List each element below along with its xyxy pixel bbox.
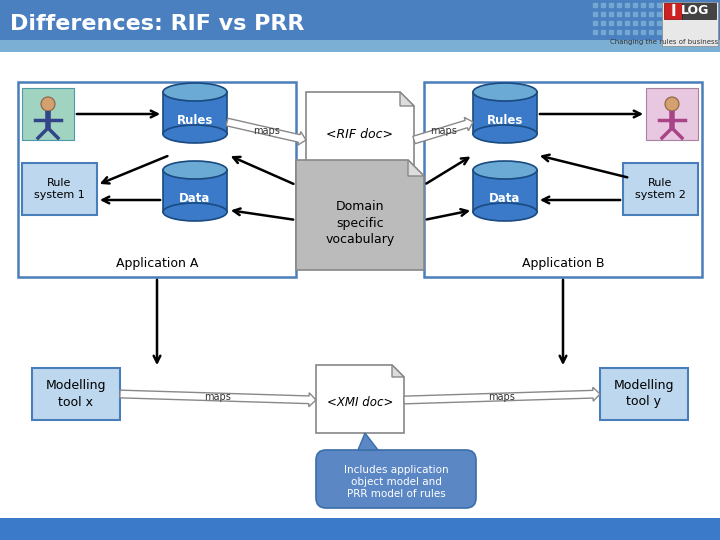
Polygon shape [306,92,414,170]
Bar [18,82,296,277]
Polygon shape [413,117,473,144]
Text: <XMI doc>: <XMI doc> [327,396,393,409]
Bar [424,82,702,277]
Polygon shape [316,365,404,433]
Text: LOG: LOG [681,4,709,17]
Ellipse shape [473,83,537,101]
Text: maps: maps [253,126,280,136]
FancyBboxPatch shape [316,450,476,508]
Bar [623,163,698,215]
Bar [163,92,227,134]
Bar [664,3,682,19]
Text: Application B: Application B [522,256,604,269]
Polygon shape [392,365,404,377]
Ellipse shape [665,97,679,111]
Bar [646,88,698,140]
Ellipse shape [163,125,227,143]
Text: Data: Data [179,192,211,205]
Polygon shape [120,390,316,407]
Bar [0,40,720,52]
Polygon shape [226,118,306,145]
Polygon shape [296,160,424,270]
Text: Rule
system 2: Rule system 2 [635,178,686,200]
Polygon shape [404,387,600,404]
Text: Includes application
object model and
PRR model of rules: Includes application object model and PR… [343,464,449,500]
Bar [473,92,537,134]
Ellipse shape [163,203,227,221]
Bar [163,170,227,212]
Bar [22,88,74,140]
Bar [662,2,718,46]
Bar [0,518,720,540]
Bar [682,3,716,19]
Polygon shape [408,160,424,176]
Text: maps: maps [204,392,231,402]
Bar [22,163,97,215]
Text: Data: Data [490,192,521,205]
Text: maps: maps [489,392,516,402]
Text: Rule
system 1: Rule system 1 [34,178,85,200]
Text: Modelling
tool x: Modelling tool x [46,380,107,408]
Polygon shape [358,433,378,450]
Bar [473,170,537,212]
Ellipse shape [163,83,227,101]
Ellipse shape [473,161,537,179]
Text: Rules: Rules [487,113,523,126]
Text: Rules: Rules [177,113,213,126]
Text: Differences: RIF vs PRR: Differences: RIF vs PRR [10,14,305,34]
Text: maps: maps [430,126,457,136]
Bar [32,368,120,420]
Bar [0,0,720,48]
Text: Application A: Application A [116,256,198,269]
Text: I: I [670,3,676,18]
Ellipse shape [473,125,537,143]
Ellipse shape [163,161,227,179]
Bar [600,368,688,420]
Ellipse shape [473,203,537,221]
Polygon shape [400,92,414,106]
Text: Modelling
tool y: Modelling tool y [613,380,674,408]
Text: <RIF doc>: <RIF doc> [326,129,394,141]
Text: Domain
specific
vocabulary: Domain specific vocabulary [325,200,395,246]
Text: Changing the rules of business: Changing the rules of business [610,39,718,45]
Ellipse shape [41,97,55,111]
